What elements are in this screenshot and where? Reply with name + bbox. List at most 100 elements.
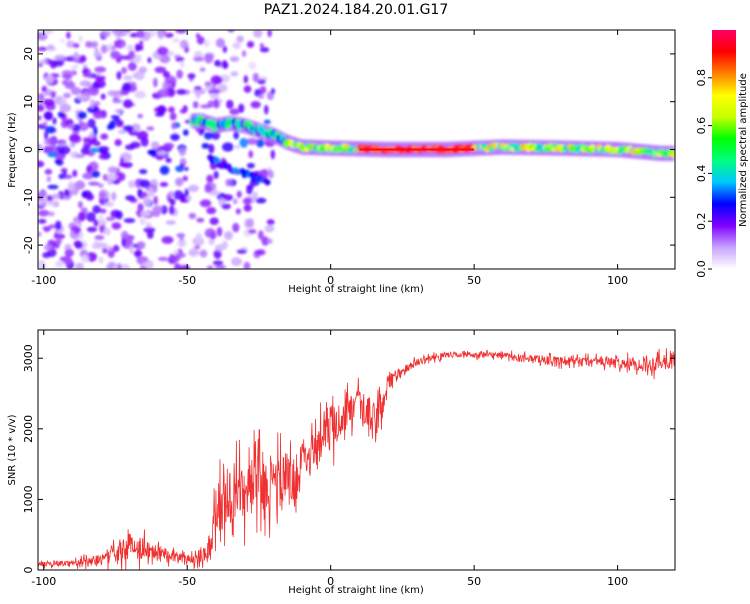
heatmap-cell [66,31,71,40]
heatmap-cell [187,73,196,79]
heatmap-cell [116,263,122,269]
heatmap-blobs [38,30,675,269]
heatmap-cell [236,190,242,198]
heatmap-cell [99,220,107,226]
heatmap-cell [53,55,64,61]
heatmap-cell [92,205,101,214]
heatmap-cell [41,85,48,92]
heatmap-cell [139,179,151,188]
heatmap-cell [137,113,144,119]
snr-ylabel: SNR (10 * v/v) [7,414,18,485]
heatmap-cell [107,261,117,269]
heatmap-cell [233,131,240,140]
heatmap-cell [232,198,238,205]
y-tick-label: 1000 [22,485,35,513]
heatmap-cell [47,184,59,190]
heatmap-cell [227,30,235,33]
heatmap-cell [129,244,134,254]
heatmap-cell [188,184,200,193]
heatmap-cell [64,188,70,197]
heatmap-cell [142,261,153,268]
heatmap-cell [247,229,257,234]
heatmap-cell [83,137,88,144]
heatmap-cell [169,255,181,262]
heatmap-cell [85,193,95,201]
heatmap-cell [38,33,48,41]
heatmap-cell [114,172,126,182]
heatmap-cell [176,239,188,248]
heatmap-cell [136,241,146,250]
heatmap-cell [175,30,187,34]
heatmap-cell [117,129,128,134]
heatmap-cell [157,30,164,40]
heatmap-cell [239,137,249,148]
heatmap-cell [259,47,270,53]
heatmap-cell [221,59,228,68]
heatmap-cell [238,103,245,114]
heatmap-cell [64,81,76,90]
y-tick-label: -20 [22,236,35,254]
heatmap-cell [99,208,107,214]
heatmap-cell [143,226,156,234]
heatmap-cell [79,80,92,87]
heatmap-cell [62,255,73,265]
heatmap-cell [204,81,212,87]
heatmap-cell [55,260,65,268]
heatmap-cell [59,98,68,105]
heatmap-cell [212,260,224,266]
heatmap-cell [213,249,222,259]
heatmap-cell [38,160,45,168]
heatmap-cell [75,262,84,269]
heatmap-cell [196,217,205,223]
heatmap-cell [236,35,244,43]
heatmap-cell [124,144,135,151]
heatmap-cell [176,233,186,238]
heatmap-cell [97,183,104,188]
heatmap-cell [123,218,136,224]
heatmap-cell [58,173,65,180]
heatmap-cell [136,209,143,218]
heatmap-cell [257,230,264,240]
heatmap-cell [122,99,133,109]
heatmap-cell [182,175,188,182]
heatmap-cell [199,67,206,72]
heatmap-cell [42,198,48,207]
heatmap-cell [156,150,168,156]
heatmap-cell [44,126,56,134]
heatmap-cell [38,46,48,52]
heatmap-cell [38,219,47,224]
heatmap-cell [243,75,249,84]
heatmap-cell [92,126,98,136]
heatmap-cell [153,195,158,205]
heatmap-cell [230,257,242,267]
heatmap-cell [111,222,122,230]
heatmap-cell [85,41,93,48]
heatmap-cell [154,66,167,74]
heatmap-cell [162,142,175,149]
heatmap-cell [186,195,193,201]
heatmap-cell [245,138,258,145]
heatmap-cell [78,35,83,43]
heatmap-cell [42,121,48,126]
heatmap-cell [59,103,71,113]
heatmap-cell [193,56,205,62]
heatmap-cell [248,171,255,178]
heatmap-cell [86,212,96,222]
heatmap-cell [63,92,72,99]
heatmap-cell [263,104,269,115]
heatmap-cell [110,114,120,120]
heatmap-cell [167,106,175,113]
heatmap-cell [93,51,102,58]
x-tick-label: -100 [31,575,56,588]
heatmap-cell [108,246,113,252]
heatmap-cell [154,112,165,117]
heatmap-cell [175,56,185,62]
x-tick-label: 0 [327,274,334,287]
heatmap-cell [168,190,175,198]
heatmap-cell [206,265,214,269]
heatmap-cell [216,226,223,237]
heatmap-cell [69,142,76,148]
heatmap-cell [139,217,146,225]
heatmap-cell [221,203,232,210]
